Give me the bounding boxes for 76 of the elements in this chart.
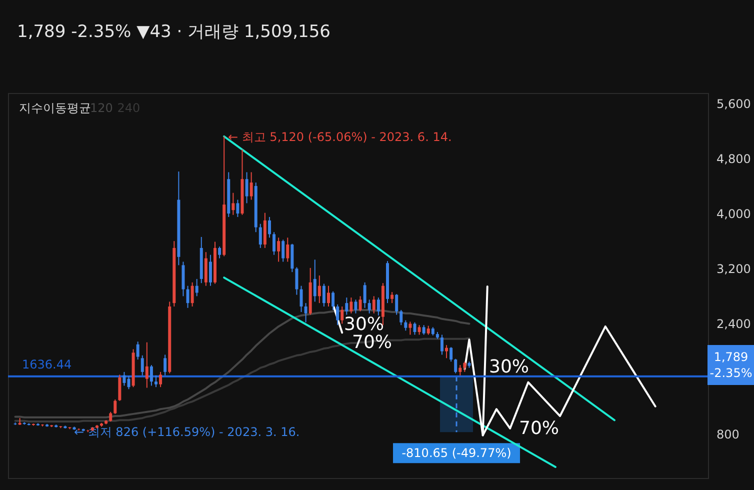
candlestick (154, 374, 158, 388)
candlestick (440, 334, 444, 356)
candlestick (277, 237, 280, 262)
candlestick (350, 297, 353, 314)
candlestick (164, 354, 167, 376)
y-tick-label: 800 (716, 427, 740, 442)
y-tick-label: 3,200 (716, 262, 751, 276)
candlestick (300, 285, 303, 313)
candlestick (326, 285, 330, 308)
legend-title: 지수이동평균 (19, 101, 91, 115)
candlestick (195, 278, 198, 297)
ref-line-label: 1636.44 (22, 357, 72, 372)
candlestick (145, 342, 148, 388)
candlestick (140, 354, 144, 376)
y-tick-label: 4,800 (716, 152, 751, 166)
candlestick (450, 346, 453, 362)
candlestick (390, 292, 394, 304)
candlestick (159, 371, 162, 388)
candlestick (109, 411, 112, 422)
candlestick (127, 376, 130, 390)
chart-title: 1,789 -2.35% ▼43 · 거래량 1,509,156 (17, 22, 330, 42)
annotation: 30% (489, 356, 530, 378)
candlestick (186, 285, 190, 308)
candlestick (358, 296, 362, 312)
candlestick (368, 299, 371, 314)
candlestick (395, 294, 398, 316)
candlestick (418, 324, 421, 336)
annotation: 30% (344, 314, 384, 335)
candlestick (332, 290, 335, 310)
candlestick (245, 172, 248, 204)
band-label: -810.65 (-49.77%) (402, 446, 512, 460)
text: 1,789 -2.35% (710, 350, 752, 380)
candlestick (250, 172, 253, 200)
candlestick (282, 239, 285, 262)
candlestick (268, 216, 271, 238)
candlestick (304, 302, 308, 323)
candlestick (454, 358, 458, 374)
candlestick (413, 322, 416, 336)
candlestick (340, 306, 344, 324)
annotation: 70% (352, 332, 392, 353)
candlestick (136, 341, 140, 360)
candlestick (114, 398, 117, 414)
y-tick-label: 5,600 (716, 96, 751, 111)
candlestick (150, 364, 153, 386)
candlestick (190, 282, 194, 308)
candlestick (318, 275, 321, 304)
candlestick (463, 361, 466, 372)
candlestick (354, 299, 358, 314)
candlestick (272, 232, 276, 256)
annotation: ← 최고 5,120 (-65.06%) - 2023. 6. 14. (228, 130, 452, 144)
candlestick (286, 237, 290, 262)
candlestick (218, 246, 222, 259)
candlestick (336, 304, 340, 326)
candlestick (400, 309, 403, 326)
annotation: 70% (519, 418, 560, 439)
candlestick (258, 223, 262, 248)
candlestick (345, 297, 348, 316)
y-tick-label: 4,000 (716, 207, 751, 222)
candlestick (118, 374, 122, 402)
y-tick-label: 2,400 (716, 317, 751, 332)
candlestick (236, 199, 240, 218)
candlestick (458, 364, 462, 376)
candlestick (372, 296, 376, 314)
candlestick (445, 344, 448, 359)
candlestick (313, 259, 316, 302)
candlestick (295, 266, 298, 296)
candlestick (404, 320, 408, 332)
candlestick (232, 192, 235, 216)
candlestick (376, 297, 380, 316)
candlestick (363, 282, 366, 308)
candlestick (408, 321, 412, 336)
candlestick (208, 254, 212, 286)
candlestick (122, 371, 126, 386)
candlestick (322, 283, 326, 308)
annotation: ← 최저 826 (+116.59%) - 2023. 3. 16. (74, 425, 300, 439)
candlestick (422, 324, 426, 336)
